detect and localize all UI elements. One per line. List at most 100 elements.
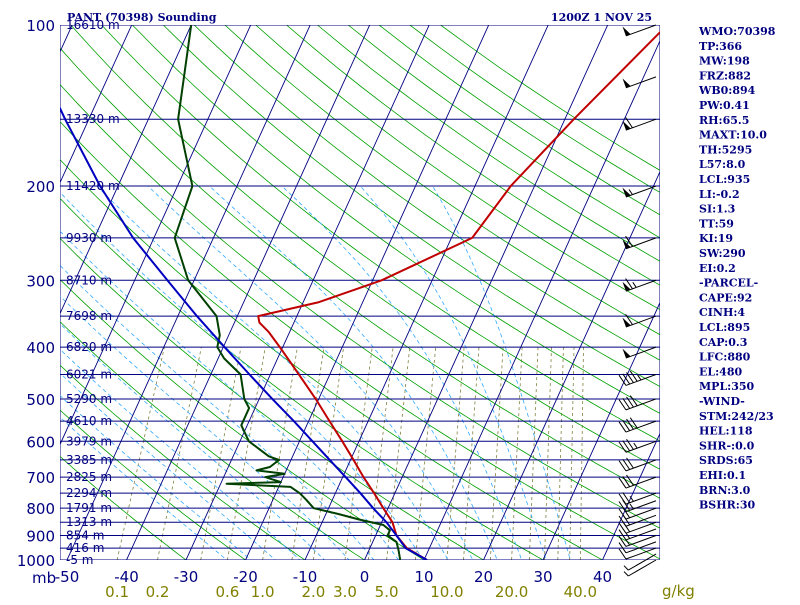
background-grid <box>0 13 800 571</box>
wind-barb <box>619 371 656 385</box>
chart-title: PANT (70398) Sounding <box>67 11 217 24</box>
index-entry: KI:19 <box>699 232 733 245</box>
index-entry: MPL:350 <box>699 380 755 393</box>
mixing-ratio-tick-label: 20.0 <box>495 583 528 600</box>
mixing-ratio-tick-label: 0.1 <box>105 583 129 600</box>
isotherm <box>359 13 613 571</box>
height-label: 3385 m <box>66 453 112 467</box>
index-entry: TP:366 <box>699 40 742 53</box>
barb-flag <box>623 349 631 358</box>
height-label: 9930 m <box>66 231 112 245</box>
pressure-tick-label: 700 <box>26 469 55 487</box>
isotherm <box>419 13 673 571</box>
mixing-ratio-tick-label: 1.0 <box>251 583 275 600</box>
mixing-ratio-tick-label: 10.0 <box>430 583 463 600</box>
index-entry: RH:65.5 <box>699 114 749 127</box>
index-entry: BSHR:30 <box>699 499 755 512</box>
wind-barb <box>619 418 656 432</box>
pressure-tick-label: 300 <box>26 272 55 290</box>
height-label: -5 m <box>66 553 93 567</box>
index-entry: SW:290 <box>699 247 746 260</box>
pressure-tick-label: 1000 <box>17 552 55 570</box>
barb-staff <box>626 399 656 410</box>
temperature-tick-label: 0 <box>360 568 370 586</box>
index-entry: WMO:70398 <box>698 25 776 38</box>
barb-staff <box>626 441 656 452</box>
index-entry: TH:5295 <box>699 143 752 156</box>
height-label: 1313 m <box>66 515 112 529</box>
index-entry: SRDS:65 <box>699 454 753 467</box>
pressure-tick-label: 600 <box>26 433 55 451</box>
mixing-ratio-line <box>158 347 202 560</box>
barb-staff <box>626 548 656 559</box>
isotherm <box>0 13 18 571</box>
index-entry: L57:8.0 <box>699 158 746 171</box>
mixing-ratio-tick-label: 5.0 <box>375 583 399 600</box>
index-entry: FRZ:882 <box>699 69 751 82</box>
pressure-tick-label: 500 <box>26 391 55 409</box>
mixing-ratio-tick-label: 3.0 <box>333 583 357 600</box>
barb-staff <box>626 529 656 540</box>
pressure-tick-label: 400 <box>26 339 55 357</box>
isotherm <box>478 13 732 571</box>
index-entry: LFC:880 <box>699 351 751 364</box>
index-entry: CAP:0.3 <box>699 336 747 349</box>
mixing-ratio-line <box>368 347 393 560</box>
barb-flag <box>623 27 631 36</box>
index-entry: TT:59 <box>699 217 734 230</box>
mixing-ratio-line <box>464 347 480 560</box>
index-entry: PW:0.41 <box>699 99 750 112</box>
height-label: 7698 m <box>66 309 112 323</box>
index-entry: WB0:894 <box>698 84 756 97</box>
height-label: 13330 m <box>66 112 120 126</box>
mixing-ratio-line <box>415 347 435 560</box>
height-label: 3979 m <box>66 434 112 448</box>
temperature-tick-label: 30 <box>533 568 552 586</box>
barb-flag <box>623 188 631 197</box>
moist-adiabat <box>97 186 455 571</box>
barb-staff <box>626 536 656 547</box>
index-entry: BRN:3.0 <box>699 484 751 497</box>
mixing-ratio-tick-label: 2.0 <box>301 583 325 600</box>
isotherm <box>2 13 256 571</box>
mixing-ratio-line <box>558 347 564 560</box>
pressure-tick-label: 200 <box>26 178 55 196</box>
temperature-tick-label: 20 <box>474 568 493 586</box>
index-entry: LI:-0.2 <box>699 188 740 201</box>
barb-flag <box>623 121 631 130</box>
barb-staff <box>626 522 656 533</box>
isotherm <box>121 13 375 571</box>
pressure-unit-label: mb <box>32 569 56 587</box>
barb-flag <box>623 239 631 248</box>
mixing-ratio-line <box>512 347 522 560</box>
temperature-tick-label: -50 <box>55 568 80 586</box>
height-label: 2825 m <box>66 470 112 484</box>
dry-adiabat <box>0 25 322 571</box>
mixing-ratio-tick-label: 0.6 <box>215 583 239 600</box>
index-entry: CAPE:92 <box>699 291 752 304</box>
mixing-ratio-line <box>580 347 583 560</box>
barb-flag <box>623 282 631 291</box>
height-label: 4610 m <box>66 414 112 428</box>
pressure-tick-label: 900 <box>26 528 55 546</box>
barb-half-feather <box>624 566 628 570</box>
index-entry: SI:1.3 <box>699 203 735 216</box>
index-entry: EHI:0.1 <box>699 469 746 482</box>
series-temperature <box>258 25 667 560</box>
moist-adiabat <box>282 186 526 571</box>
index-entry: -WIND- <box>699 395 745 408</box>
dry-adiabat <box>9 25 744 571</box>
index-entry: MAXT:10.0 <box>699 129 767 142</box>
index-entry: LCL:935 <box>699 173 750 186</box>
valid-time: 1200Z 1 NOV 25 <box>551 11 652 24</box>
height-label: 8710 m <box>66 273 112 287</box>
mixing-ratio-line <box>570 347 574 560</box>
mixing-ratio-tick-label: 0.2 <box>146 583 170 600</box>
barb-half-feather <box>624 572 628 576</box>
wind-barb <box>623 25 656 36</box>
barb-staff <box>626 460 656 471</box>
index-entry: MW:198 <box>699 55 750 68</box>
